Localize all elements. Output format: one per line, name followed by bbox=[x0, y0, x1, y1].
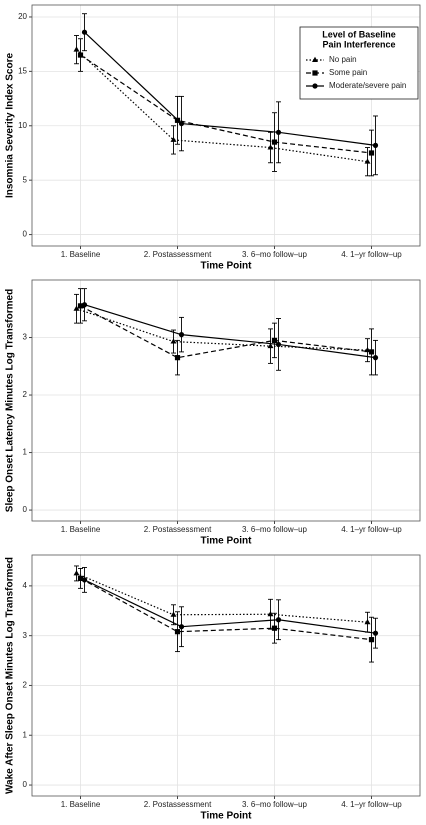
legend-marker bbox=[312, 56, 318, 62]
marker-square bbox=[271, 337, 278, 343]
y-tick-label: 3 bbox=[23, 333, 28, 342]
series-line bbox=[84, 304, 376, 359]
x-tick-label: 4. 1–yr follow–up bbox=[341, 525, 402, 534]
y-tick-label: 20 bbox=[18, 12, 27, 21]
y-tick-label: 0 bbox=[23, 505, 28, 514]
series-line bbox=[76, 572, 368, 623]
y-tick-label: 1 bbox=[23, 448, 28, 457]
series-line bbox=[76, 308, 368, 351]
y-tick-label: 10 bbox=[18, 121, 27, 130]
legend-marker bbox=[312, 70, 318, 76]
y-tick-label: 0 bbox=[23, 780, 28, 789]
plot-border bbox=[31, 554, 421, 797]
x-tick-label: 1. Baseline bbox=[61, 800, 101, 809]
x-tick-label: 2. Postassessment bbox=[144, 525, 212, 534]
y-tick-label: 5 bbox=[23, 175, 28, 184]
x-tick-label: 2. Postassessment bbox=[144, 250, 212, 259]
y-axis-title: Wake After Sleep Onset Minutes Log Trans… bbox=[5, 557, 16, 794]
x-tick-label: 2. Postassessment bbox=[144, 800, 212, 809]
y-tick-label: 2 bbox=[23, 390, 28, 399]
marker-square bbox=[174, 629, 181, 635]
marker-circle bbox=[275, 341, 282, 348]
y-tick-label: 0 bbox=[23, 230, 28, 239]
y-tick-label: 2 bbox=[23, 681, 28, 690]
marker-triangle bbox=[170, 611, 177, 617]
series-line bbox=[80, 305, 372, 359]
y-tick-label: 4 bbox=[23, 581, 28, 590]
panel: 0 1 2 3 4 1. Baseline 2. Postassessment 3. 6–mo… bbox=[5, 554, 421, 822]
marker-square bbox=[271, 139, 278, 145]
legend-label: Some pain bbox=[329, 68, 367, 77]
marker-triangle bbox=[73, 305, 80, 311]
legend-title: Level of Baseline bbox=[322, 29, 396, 39]
y-axis-title: Insomnia Severity Index Score bbox=[5, 53, 16, 198]
legend-marker bbox=[312, 83, 318, 89]
marker-circle bbox=[178, 624, 185, 630]
y-tick-label: 15 bbox=[18, 66, 27, 75]
series-line bbox=[84, 579, 376, 634]
legend-title: Pain Interference bbox=[322, 39, 395, 49]
legend-label: Moderate/severe pain bbox=[329, 81, 406, 90]
x-axis-title: Time Point bbox=[201, 536, 253, 547]
series-line bbox=[80, 54, 372, 154]
plot-border bbox=[31, 4, 421, 247]
series-line bbox=[80, 577, 372, 641]
y-tick-label: 3 bbox=[23, 631, 28, 640]
marker-circle bbox=[372, 630, 379, 636]
x-axis-title: Time Point bbox=[201, 261, 253, 272]
legend-box bbox=[299, 26, 419, 100]
x-tick-label: 4. 1–yr follow–up bbox=[341, 250, 402, 259]
marker-square bbox=[368, 150, 375, 156]
x-axis-title: Time Point bbox=[201, 811, 253, 822]
panel: 0 5 10 15 20 1. Baseline 2. Postassessment 3. 6… bbox=[5, 4, 421, 272]
marker-circle bbox=[81, 302, 88, 308]
marker-triangle bbox=[364, 619, 371, 625]
marker-square bbox=[77, 575, 84, 582]
marker-circle bbox=[275, 617, 282, 623]
legend-label: No pain bbox=[329, 55, 357, 64]
marker-triangle bbox=[364, 158, 371, 164]
marker-triangle bbox=[170, 338, 177, 344]
x-tick-label: 3. 6–mo follow–up bbox=[242, 800, 307, 809]
marker-circle bbox=[81, 577, 88, 583]
marker-circle bbox=[275, 129, 282, 135]
marker-triangle bbox=[267, 342, 274, 349]
x-tick-label: 3. 6–mo follow–up bbox=[242, 250, 307, 259]
marker-square bbox=[77, 52, 84, 58]
marker-circle bbox=[81, 29, 88, 35]
x-tick-label: 1. Baseline bbox=[61, 250, 101, 259]
plot-background bbox=[32, 555, 420, 796]
x-tick-label: 4. 1–yr follow–up bbox=[341, 800, 402, 809]
x-tick-label: 3. 6–mo follow–up bbox=[242, 525, 307, 534]
marker-triangle bbox=[170, 136, 177, 142]
marker-triangle bbox=[267, 611, 274, 617]
panel: 0 1 2 3 1. Baseline 2. Postassessment 3. 6–mo … bbox=[5, 279, 421, 547]
y-axis-title: Sleep Onset Latency Minutes Log Transfor… bbox=[5, 289, 16, 512]
marker-circle bbox=[178, 332, 185, 338]
marker-square bbox=[174, 355, 181, 361]
marker-circle bbox=[372, 142, 379, 148]
y-tick-label: 1 bbox=[23, 730, 28, 739]
marker-square bbox=[368, 349, 375, 355]
marker-square bbox=[271, 625, 278, 631]
marker-triangle bbox=[73, 46, 80, 52]
marker-triangle bbox=[73, 570, 80, 576]
marker-circle bbox=[178, 120, 185, 127]
plot-border bbox=[31, 279, 421, 522]
marker-square bbox=[368, 637, 375, 643]
plot-background bbox=[32, 280, 420, 521]
x-tick-label: 1. Baseline bbox=[61, 525, 101, 534]
series-line bbox=[84, 31, 376, 146]
marker-triangle bbox=[267, 144, 274, 150]
marker-circle bbox=[372, 355, 379, 361]
marker-square bbox=[77, 303, 84, 309]
